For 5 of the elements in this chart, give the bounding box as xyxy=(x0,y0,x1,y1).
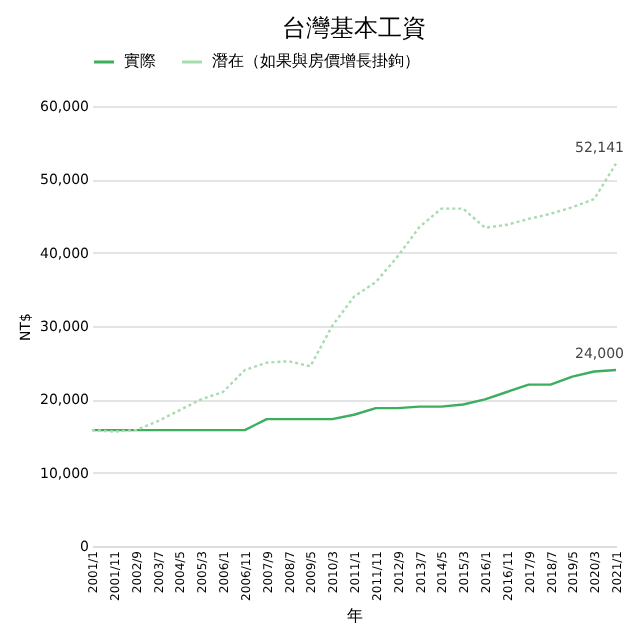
legend-label: 潛在（如果與房價增長掛鉤） xyxy=(212,52,420,70)
legend-label: 實際 xyxy=(124,52,156,70)
line-series xyxy=(90,368,618,432)
chart-title: 台灣基本工資 xyxy=(282,14,426,42)
x-axis-title: 年 xyxy=(347,606,363,625)
